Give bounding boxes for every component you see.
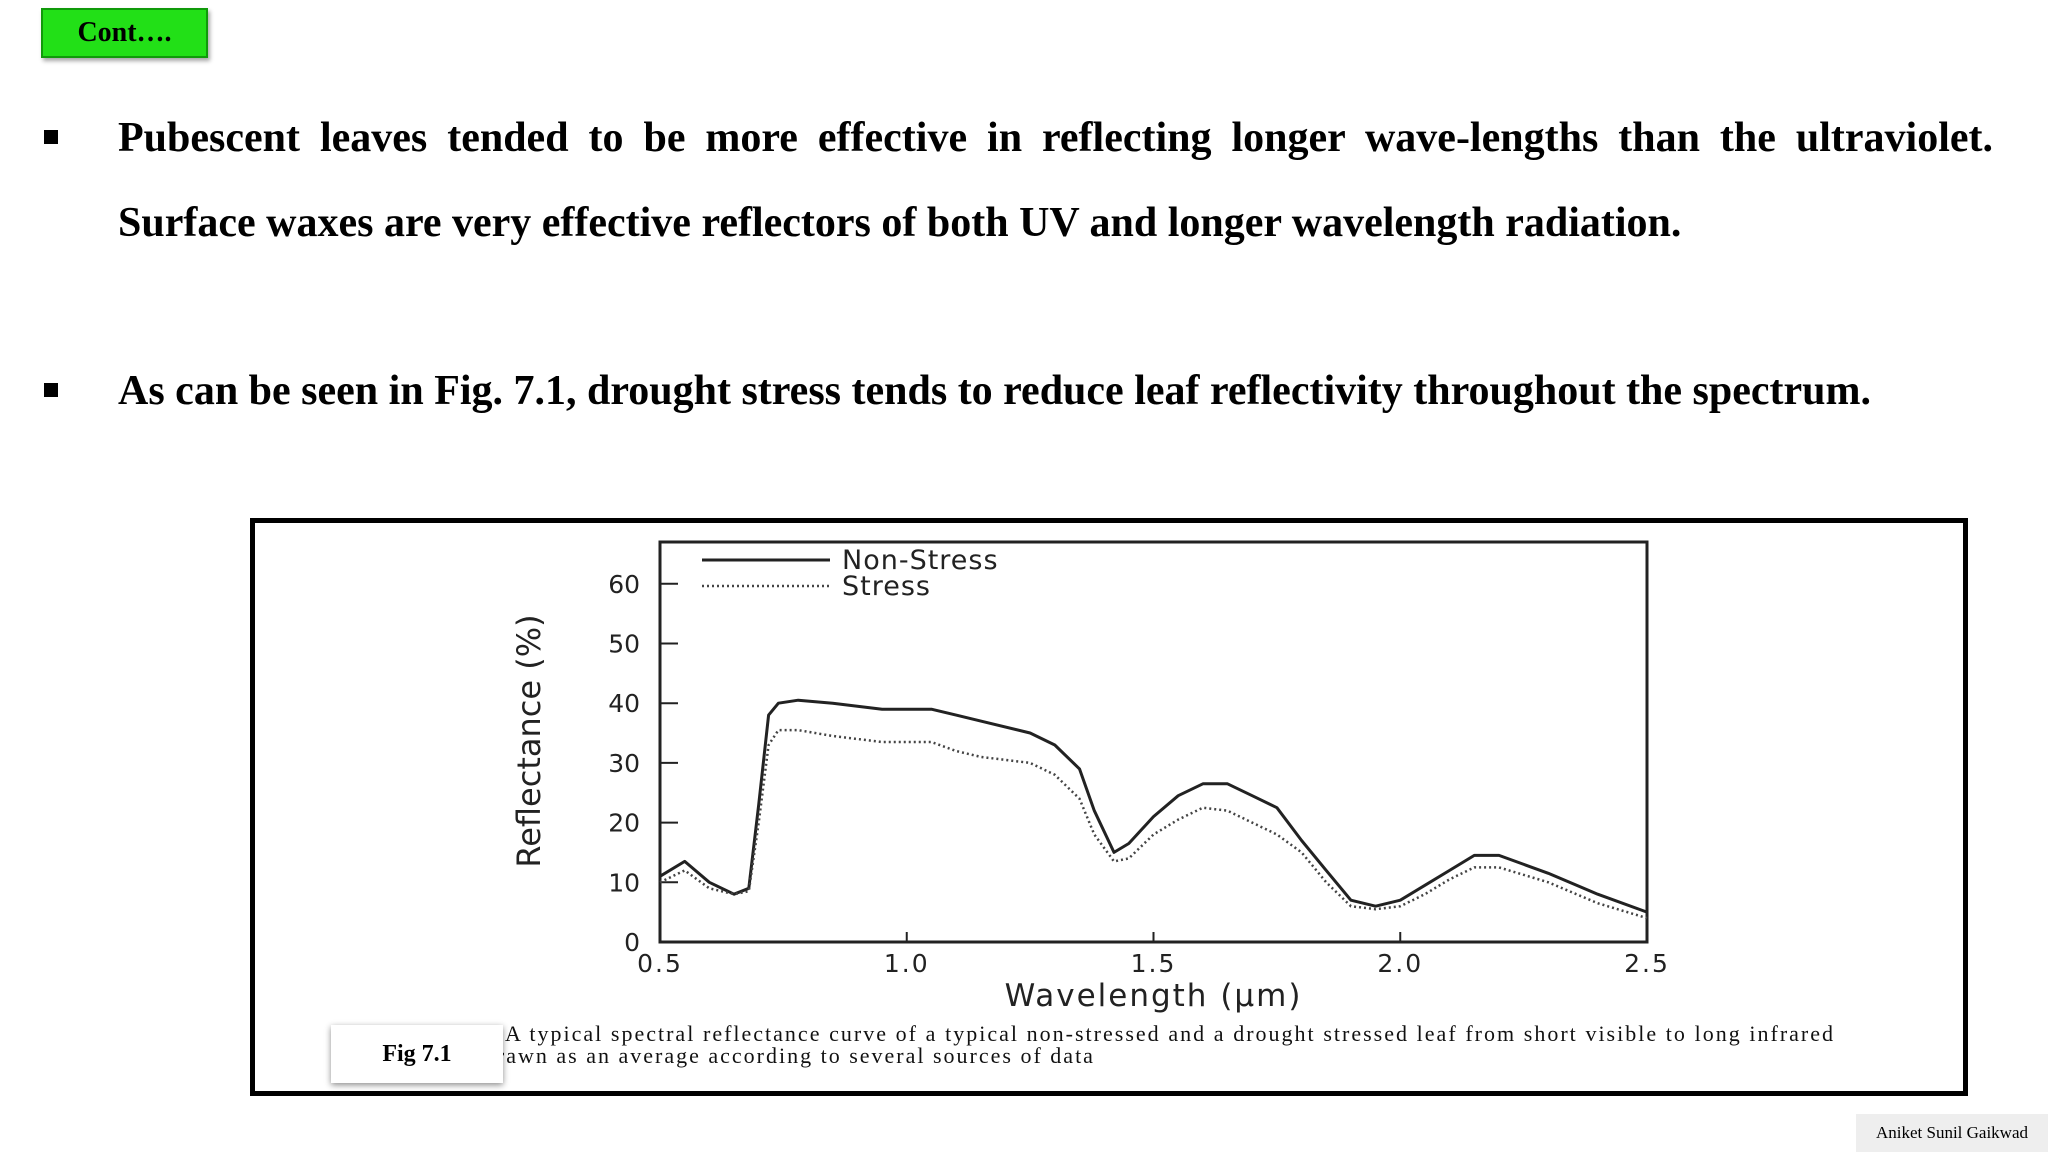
- series-line-stress: [659, 728, 1648, 920]
- figure-label: Fig 7.1: [331, 1025, 503, 1083]
- y-tick-label: 40: [608, 689, 640, 718]
- figure-box: 0 10 20 30 40 50 60 0.5 1.0 1.5 2.0 2.5 Wavelength (…: [250, 518, 1968, 1096]
- bullet-marker: [44, 130, 58, 144]
- bullet-text: As can be seen in Fig. 7.1, drought stre…: [118, 368, 1872, 414]
- cont-badge: Cont….: [41, 8, 208, 58]
- legend-label: Non-Stress: [842, 545, 999, 576]
- plot-frame: [658, 540, 1649, 944]
- figure-caption: A typical spectral reflectance curve of …: [355, 1021, 1835, 1068]
- series-line-non-stress: [659, 698, 1648, 914]
- y-tick-label: 50: [608, 629, 640, 658]
- x-axis-label: Wavelength (µm): [1005, 978, 1303, 1014]
- author-credit: Aniket Sunil Gaikwad: [1856, 1114, 2048, 1152]
- y-tick-label: 30: [608, 749, 640, 778]
- legend-label: Stress: [842, 571, 931, 602]
- x-tick-label: 0.5: [637, 949, 683, 978]
- x-tick-label: 2.5: [1624, 949, 1670, 978]
- y-axis-label: Reflectance (%): [510, 614, 548, 867]
- bullet-marker: [44, 383, 58, 397]
- y-tick-label: 10: [608, 868, 640, 897]
- y-tick-label: 60: [608, 570, 640, 599]
- x-tick-label: 1.5: [1131, 949, 1177, 978]
- bullet-text: Pubescent leaves tended to be more effec…: [118, 115, 1993, 246]
- x-tick-label: 2.0: [1377, 949, 1423, 978]
- x-tick-label: 1.0: [884, 949, 930, 978]
- y-tick-label: 0: [624, 928, 640, 957]
- reflectance-chart: 0 10 20 30 40 50 60 0.5 1.0 1.5 2.0 2.5 Wavelength (…: [510, 540, 1670, 1014]
- y-tick-label: 20: [608, 809, 640, 838]
